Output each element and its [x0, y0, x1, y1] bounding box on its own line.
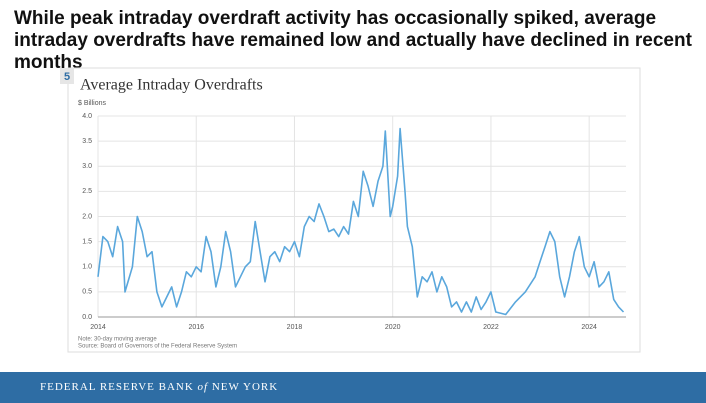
x-tick-label: 2018: [287, 324, 303, 331]
badge: 5: [64, 71, 70, 83]
y-tick-label: 1.5: [82, 238, 92, 245]
footer-text: FEDERAL RESERVE BANK: [40, 381, 194, 393]
data-line: [97, 127, 625, 316]
y-tick-label: 4.0: [82, 113, 92, 120]
y-tick-label: 3.5: [82, 138, 92, 145]
chart-frame: [67, 67, 641, 353]
y-tick-label: 1.0: [82, 264, 92, 271]
y-tick-label: 0.5: [82, 289, 92, 296]
y-tick-label: 0.0: [82, 314, 92, 321]
footer-of: of: [197, 381, 209, 393]
note: Note: 30-day moving average: [78, 337, 157, 343]
badge-box: [60, 68, 74, 84]
y-tick-label: 2.5: [82, 188, 92, 195]
chart: 5 Average Intraday Overdrafts $ Billions…: [60, 67, 641, 353]
footer-text: NEW YORK: [211, 381, 279, 393]
y-axis-label: $ Billions: [78, 100, 107, 107]
x-tick-label: 2014: [90, 324, 106, 331]
source: Source: Board of Governors of the Federa…: [78, 344, 237, 350]
x-tick-label: 2024: [581, 324, 597, 331]
x-tick-label: 2016: [188, 324, 204, 331]
x-tick-label: 2020: [385, 324, 401, 331]
headline: While peak intraday overdraft activity h…: [14, 8, 692, 73]
y-tick-label: 3.0: [82, 163, 92, 170]
x-tick-label: 2022: [483, 324, 499, 331]
footer: FEDERAL RESERVE BANK of NEW YORK: [0, 372, 706, 403]
chart-title: Average Intraday Overdrafts: [80, 77, 263, 94]
y-tick-label: 2.0: [82, 213, 92, 220]
